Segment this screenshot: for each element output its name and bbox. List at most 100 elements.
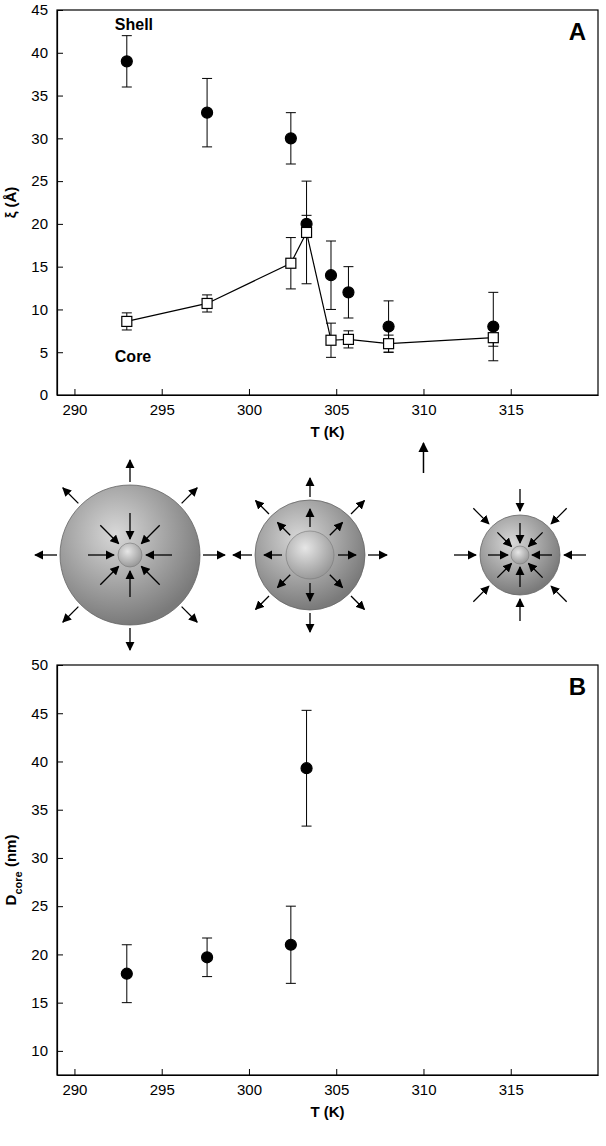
error-bar-cap	[202, 976, 212, 977]
y-tick: 50	[31, 656, 63, 673]
y-tick: 40	[31, 44, 63, 61]
data-point	[286, 258, 296, 268]
x-tick-mark	[336, 389, 337, 395]
schematic-arrow	[182, 607, 198, 623]
error-bar-cap	[122, 329, 132, 330]
error-bar	[286, 113, 296, 164]
schematic-arrow	[454, 554, 476, 555]
error-bar	[326, 323, 336, 357]
y-tick-mark	[57, 665, 63, 666]
y-axis-line	[57, 11, 58, 396]
data-point	[285, 939, 296, 950]
x-tick-mark	[423, 389, 424, 395]
schematic-arrow	[519, 567, 520, 587]
schematic-arrow	[338, 554, 356, 555]
x-tick-label: 295	[150, 401, 175, 418]
x-tick-mark	[162, 389, 163, 395]
schematic-arrow	[264, 554, 282, 555]
schematic-arrow	[256, 501, 269, 514]
data-point	[285, 133, 296, 144]
schematic-arrow	[551, 586, 567, 602]
y-tick: 25	[31, 897, 63, 914]
x-axis: 290295300305310315	[58, 389, 599, 418]
error-bar-cap	[384, 300, 394, 301]
y-axis-title: ξ (Å)	[2, 187, 19, 219]
error-bar-cap	[488, 360, 498, 361]
y-tick: 10	[31, 301, 63, 318]
y-tick-label: 5	[40, 344, 48, 361]
x-tick-mark	[249, 1069, 250, 1075]
x-tick: 300	[237, 1069, 262, 1098]
error-bar-cap	[384, 352, 394, 353]
y-tick-mark	[57, 761, 63, 762]
marks	[121, 710, 312, 1002]
error-bar-cap	[286, 983, 296, 984]
schematic-arrow	[330, 575, 343, 588]
error-bar-cap	[488, 292, 498, 293]
y-tick-mark	[57, 96, 63, 97]
schematic-arrow	[63, 488, 79, 504]
y-tick-label: 20	[31, 946, 48, 963]
schematic-arrow	[141, 566, 159, 584]
x-tick-label: 305	[324, 401, 349, 418]
error-bar-cap	[202, 146, 212, 147]
error-bar-cap	[286, 237, 296, 238]
y-tick-label: 30	[31, 130, 48, 147]
error-bar-cap	[302, 283, 312, 284]
data-point	[202, 952, 213, 963]
schematic-arrow	[233, 554, 252, 555]
x-tick-mark	[423, 1069, 424, 1075]
error-bar-cap	[286, 112, 296, 113]
x-axis-line	[58, 1075, 599, 1076]
schematic-arrow	[129, 460, 130, 482]
schematic-arrow	[203, 554, 225, 555]
panel-b: 290295300305310315101520253035404550T (K…	[2, 656, 599, 1120]
y-tick: 0	[40, 386, 63, 403]
y-tick-label: 30	[31, 849, 48, 866]
error-bar	[302, 181, 312, 284]
series-label: Shell	[115, 16, 153, 33]
x-tick-label: 300	[237, 401, 262, 418]
y-tick: 5	[40, 344, 63, 361]
data-point	[122, 316, 132, 326]
x-tick-label: 305	[324, 1081, 349, 1098]
schematic-arrow	[309, 509, 310, 527]
y-tick-mark	[57, 954, 63, 955]
error-bar-cap	[286, 906, 296, 907]
error-bar-cap	[343, 347, 353, 348]
y-axis-title: Dcore (nm)	[2, 835, 24, 906]
shell-sphere	[255, 500, 365, 610]
schematic-arrow	[564, 554, 586, 555]
y-tick: 45	[31, 705, 63, 722]
y-tick: 45	[31, 1, 63, 18]
y-tick: 10	[31, 1042, 63, 1059]
plot-frame	[57, 10, 598, 395]
data-point	[202, 298, 212, 308]
y-tick-mark	[57, 10, 63, 11]
error-bar-cap	[343, 266, 353, 267]
schematic-arrow	[277, 522, 290, 535]
marks	[121, 36, 498, 361]
error-bar	[202, 78, 212, 146]
schematic-arrow	[129, 513, 130, 539]
y-tick-label: 35	[31, 801, 48, 818]
schematic-arrow	[497, 563, 511, 577]
panel-letter: B	[569, 673, 586, 700]
error-bar	[488, 292, 498, 360]
error-bar	[326, 241, 336, 309]
error-bar	[488, 329, 498, 346]
x-tick: 295	[150, 389, 175, 418]
schematic-arrow	[473, 508, 489, 524]
y-tick: 25	[31, 172, 63, 189]
data-point	[301, 763, 312, 774]
y-tick-mark	[57, 1051, 63, 1052]
x-tick: 295	[150, 1069, 175, 1098]
schematic-arrow	[100, 525, 118, 543]
error-bar	[202, 295, 212, 312]
y-tick-label: 10	[31, 301, 48, 318]
error-bar	[122, 945, 132, 1003]
error-bar	[286, 906, 296, 983]
y-tick-label: 40	[31, 753, 48, 770]
x-axis-line	[58, 395, 599, 396]
error-bar-cap	[202, 78, 212, 79]
